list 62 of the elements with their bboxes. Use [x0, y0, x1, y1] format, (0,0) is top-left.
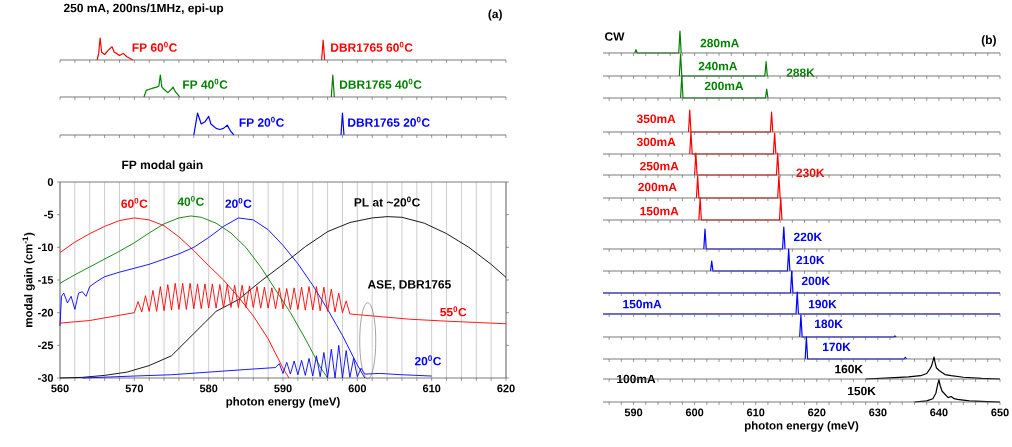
annotation: 200mA: [704, 81, 744, 91]
annotation: 240mA: [698, 61, 738, 71]
annotation: 200K: [801, 276, 830, 286]
annotation: FP 20$^{0}$C: [239, 116, 284, 127]
x-tick-label: 630: [869, 408, 887, 417]
y-tick-label: -25: [38, 341, 54, 350]
x-axis-title: photon energy (meV): [226, 397, 340, 408]
annotation: 180K: [815, 319, 843, 329]
y-tick-label: 0: [47, 178, 54, 186]
text: (a): [488, 9, 502, 21]
annotation: 220K: [793, 232, 822, 242]
x-tick-label: 650: [991, 408, 1009, 417]
x-tick-label: 610: [422, 384, 441, 393]
x-tick-label: 620: [497, 384, 515, 393]
x-tick-label: 590: [274, 384, 292, 393]
annotation: ASE, DBR1765: [367, 280, 451, 291]
annotation: 250mA: [640, 161, 679, 171]
annotation: FP 40$^{0}$C: [183, 78, 228, 89]
chart-title: FP modal gain: [122, 160, 203, 172]
annotation: DBR1765 60$^{0}$C: [331, 41, 413, 52]
annotation: 280mA: [700, 38, 739, 48]
x-tick-label: 590: [624, 408, 643, 417]
x-tick-label: 610: [746, 408, 765, 417]
chart-title: 250 mA, 200ns/1MHz, epi-up: [63, 3, 224, 15]
annotation: DBR1765 20$^{0}$C: [348, 116, 430, 127]
annotation: 170K: [823, 342, 851, 352]
x-tick-label: 560: [51, 384, 69, 393]
x-tick-label: 600: [348, 384, 367, 393]
series-label: 60$^{0}$C: [121, 197, 148, 208]
series-label: PL at ~20$^{0}$C: [354, 196, 420, 207]
annotation: 100mA: [617, 374, 656, 384]
x-tick-label: 570: [125, 384, 144, 393]
annotation: 150K: [848, 386, 876, 396]
annotation: (b): [981, 35, 996, 47]
annotation: DBR1765 40$^{0}$C: [340, 78, 422, 89]
annotation: 288K: [786, 68, 815, 77]
series-label: 55$^{0}$C: [440, 306, 467, 317]
y-tick-label: -10: [38, 243, 54, 252]
x-tick-label: 580: [199, 384, 218, 393]
annotation: 200mA: [638, 182, 677, 192]
x-tick-label: 600: [685, 408, 704, 417]
annotation: 350mA: [636, 114, 676, 124]
y-tick-label: -30: [38, 374, 54, 382]
x-tick-label: 640: [930, 408, 948, 417]
series-label: 20$^{0}$C: [225, 197, 252, 208]
series-label: 20$^{0}$C: [414, 355, 442, 366]
annotation: FP 60$^{0}$C: [132, 41, 177, 52]
x-tick-label: 620: [808, 408, 826, 417]
y-tick-label: -5: [44, 210, 54, 219]
series-label: 40$^{0}$C: [177, 195, 204, 206]
y-tick-label: -20: [38, 308, 54, 317]
annotation: 150mA: [640, 206, 679, 216]
annotation: 230K: [796, 168, 825, 178]
y-tick-label: -15: [38, 276, 54, 284]
annotation: 210K: [796, 255, 825, 265]
annotation: 160K: [835, 364, 863, 374]
annotation: 150mA: [623, 299, 662, 309]
x-axis-title: photon energy (meV): [744, 421, 859, 432]
annotation: 190K: [808, 299, 837, 309]
annotation: CW: [605, 32, 625, 41]
annotation: 300mA: [636, 137, 676, 147]
y-axis-title: modal gain (cm$^{-1}$): [22, 232, 35, 327]
